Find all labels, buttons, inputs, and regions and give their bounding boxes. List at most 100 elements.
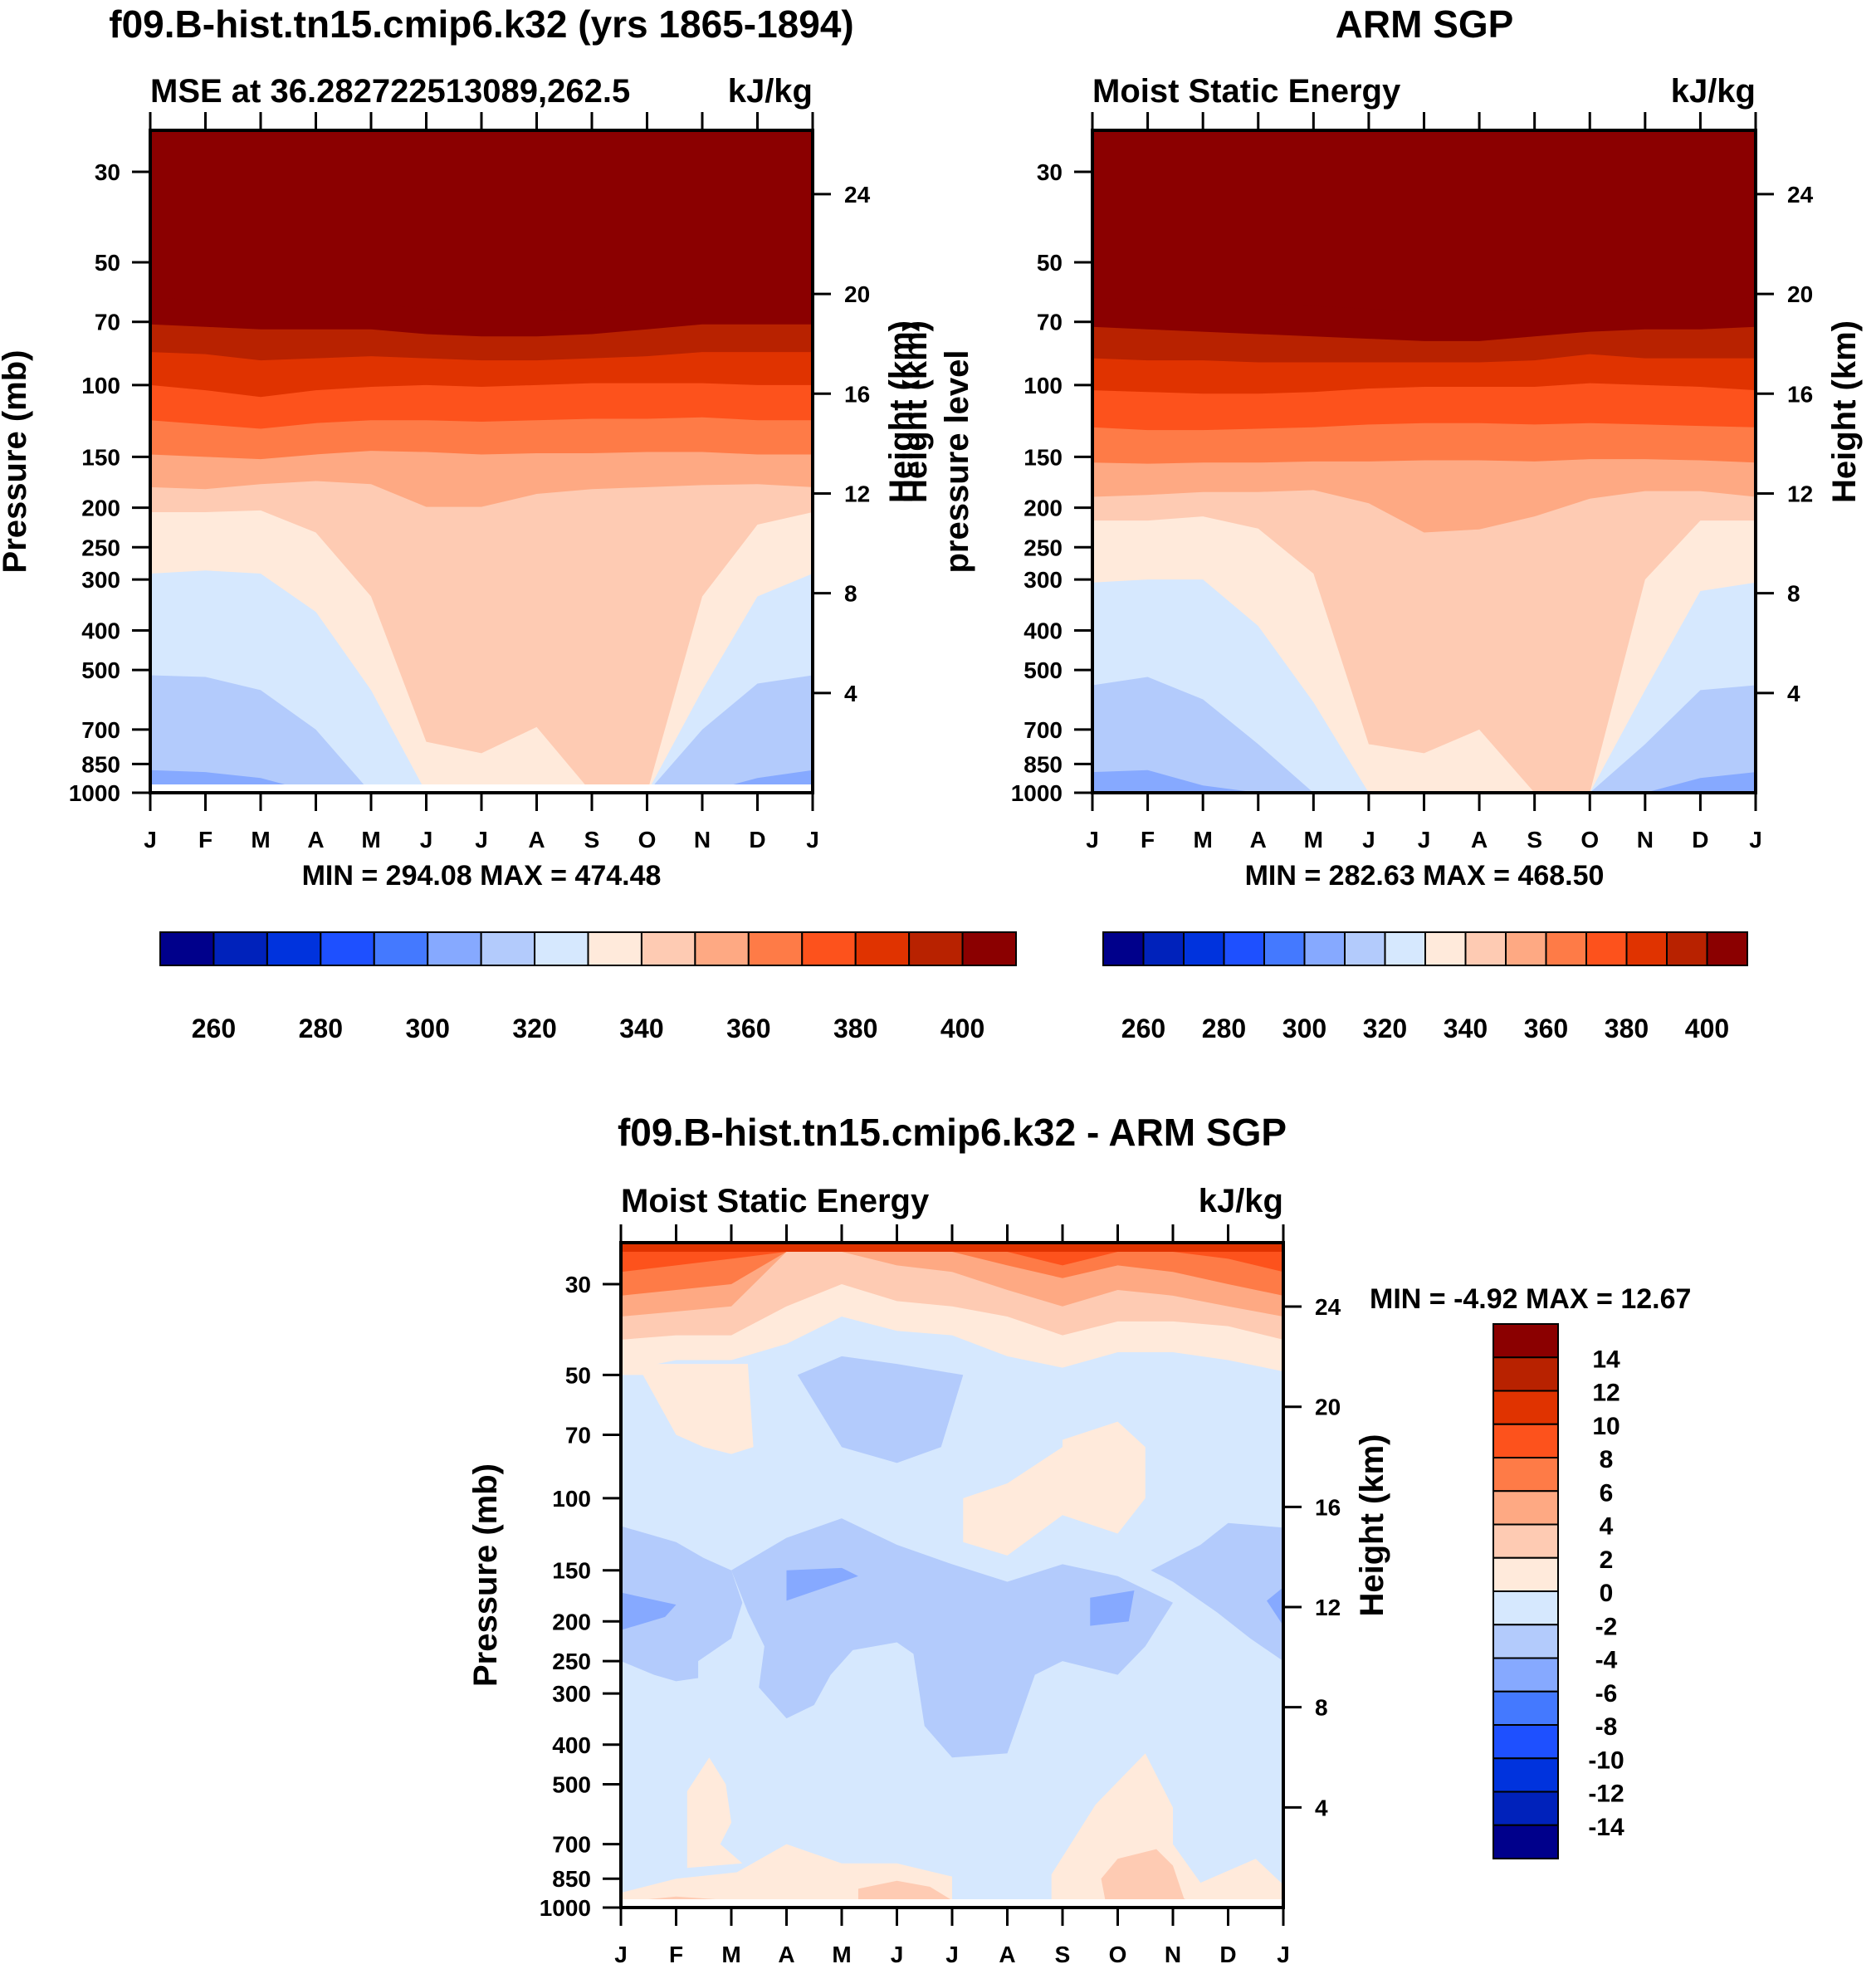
colorbar-label: 300 xyxy=(1282,1014,1326,1043)
colorbar-swatch xyxy=(1625,931,1668,966)
colorbar-swatch xyxy=(1492,1657,1559,1693)
y-tick-label: 150 xyxy=(552,1558,591,1584)
colorbar-swatch xyxy=(534,931,589,966)
y-tick-label: 150 xyxy=(1023,444,1063,470)
y-right-axis-label: Height (km) xyxy=(1826,320,1863,503)
colorbar-swatch xyxy=(480,931,536,966)
colorbar-label: -8 xyxy=(1595,1713,1618,1741)
missing-data-strip xyxy=(150,784,813,793)
left-string: Moist Static Energy xyxy=(1092,73,1401,110)
stats-label: MIN = -4.92 MAX = 12.67 xyxy=(1370,1283,1691,1315)
colorbar-label: 4 xyxy=(1600,1513,1614,1541)
panel-diff: f09.B-hist.tn15.cmip6.k32 - ARM SGP Mois… xyxy=(618,1111,1691,1315)
colorbar-label: 300 xyxy=(405,1014,449,1043)
panel-title: f09.B-hist.tn15.cmip6.k32 (yrs 1865-1894… xyxy=(109,2,853,46)
y-right-tick-label: 16 xyxy=(1315,1494,1341,1520)
colorbar-label: 260 xyxy=(1121,1014,1165,1043)
y-tick-label: 30 xyxy=(1037,159,1063,185)
x-tick-label: D xyxy=(749,827,765,853)
y-tick-label: 50 xyxy=(95,250,120,276)
colorbar-swatch xyxy=(1666,931,1708,966)
y-right-tick-label: 20 xyxy=(1787,281,1813,307)
x-tick-label: S xyxy=(1055,1942,1071,1964)
x-tick-label: A xyxy=(999,1942,1015,1964)
y-tick-label: 30 xyxy=(565,1272,591,1297)
colorbar-swatch xyxy=(1492,1523,1559,1559)
y-tick-label: 500 xyxy=(1023,657,1063,683)
axes: J F M A M J J A S O N D J 30 50 70 100 150 200 250 300 400 500… xyxy=(467,1224,1390,1964)
contour-band-6 xyxy=(621,1243,1283,1296)
left-string: MSE at 36.282722513089,262.5 xyxy=(150,73,630,110)
colorbar-swatch xyxy=(1505,931,1547,966)
colorbar-label: 360 xyxy=(726,1014,770,1043)
colorbar-label: 0 xyxy=(1600,1580,1614,1607)
right-string: kJ/kg xyxy=(728,73,813,110)
colorbar-swatch xyxy=(854,931,911,966)
y-tick-label: 300 xyxy=(81,567,120,593)
y-right-tick-label: 16 xyxy=(844,381,870,407)
colorbar-label: 2 xyxy=(1600,1546,1614,1574)
y-right-tick-label: 20 xyxy=(844,281,870,307)
x-tick-label: J xyxy=(1749,827,1762,853)
x-tick-label: O xyxy=(1580,827,1599,853)
contour-band-320-330 xyxy=(1092,579,1756,793)
y-right-tick-label: 12 xyxy=(844,481,870,506)
colorbar-swatch xyxy=(1492,1490,1559,1526)
y-right-tick-label: 8 xyxy=(1315,1695,1328,1721)
y-tick-label: 250 xyxy=(552,1649,591,1674)
y-right-tick-label: 24 xyxy=(1787,182,1814,208)
x-tick-label: J xyxy=(144,827,157,853)
y-tick-label: 850 xyxy=(81,751,120,777)
colorbar-swatch xyxy=(1183,931,1225,966)
y-tick-label: 400 xyxy=(81,618,120,644)
x-tick-label: J xyxy=(806,827,819,853)
colorbar-swatch xyxy=(1464,931,1507,966)
colorbar-swatch xyxy=(1492,1590,1559,1626)
x-tick-label: M xyxy=(251,827,270,853)
x-tick-label: J xyxy=(475,827,488,853)
y-tick-label: 300 xyxy=(552,1681,591,1707)
colorbar: 260 280 300 320 340 360 380 400 xyxy=(1102,931,1748,1043)
y-right-axis-label-overlap: Height (km) xyxy=(897,320,934,503)
y-tick-label: 100 xyxy=(1023,373,1063,398)
colorbar-label: 8 xyxy=(1600,1446,1614,1473)
y-right-tick-label: 8 xyxy=(844,581,857,607)
contour-band-310-320 xyxy=(150,675,813,793)
y-tick-label: 50 xyxy=(1037,250,1063,276)
colorbar-swatch xyxy=(801,931,857,966)
colorbar-swatch xyxy=(159,931,215,966)
y-tick-label: 400 xyxy=(1023,618,1063,644)
colorbar-label: 380 xyxy=(833,1014,877,1043)
colorbar-swatch xyxy=(1585,931,1628,966)
x-tick-label: M xyxy=(1304,827,1323,853)
y-tick-label: 100 xyxy=(81,373,120,398)
contour-region xyxy=(1090,1590,1135,1626)
colorbar-swatch xyxy=(1142,931,1185,966)
x-tick-label: M xyxy=(361,827,380,853)
colorbar-swatch xyxy=(908,931,964,966)
x-tick-label: F xyxy=(198,827,213,853)
colorbar-swatch xyxy=(1492,1690,1559,1726)
contour-band-310-320 xyxy=(1092,677,1756,793)
colorbar-label: 380 xyxy=(1605,1014,1649,1043)
colorbar-swatch xyxy=(587,931,642,966)
colorbar-label: -12 xyxy=(1588,1781,1624,1808)
contour-region xyxy=(786,1567,858,1601)
x-tick-label: J xyxy=(891,1942,904,1964)
y-tick-label: 100 xyxy=(552,1486,591,1512)
colorbar-swatch xyxy=(961,931,1017,966)
colorbar-swatch xyxy=(747,931,804,966)
x-tick-label: O xyxy=(1109,1942,1127,1964)
colorbar-swatch xyxy=(1102,931,1145,966)
y-tick-label: 700 xyxy=(81,717,120,743)
colorbar-swatch xyxy=(1263,931,1306,966)
colorbar-swatch xyxy=(1492,1423,1559,1458)
y-right-tick-label: 12 xyxy=(1315,1595,1341,1620)
contour-region xyxy=(797,1356,964,1463)
y-tick-label: 150 xyxy=(81,444,120,470)
y-axis-label: Pressure (mb) xyxy=(0,350,33,574)
y-tick-label: 400 xyxy=(552,1732,591,1758)
y-right-tick-label: 24 xyxy=(1315,1294,1341,1320)
y-tick-label: 200 xyxy=(81,496,120,521)
